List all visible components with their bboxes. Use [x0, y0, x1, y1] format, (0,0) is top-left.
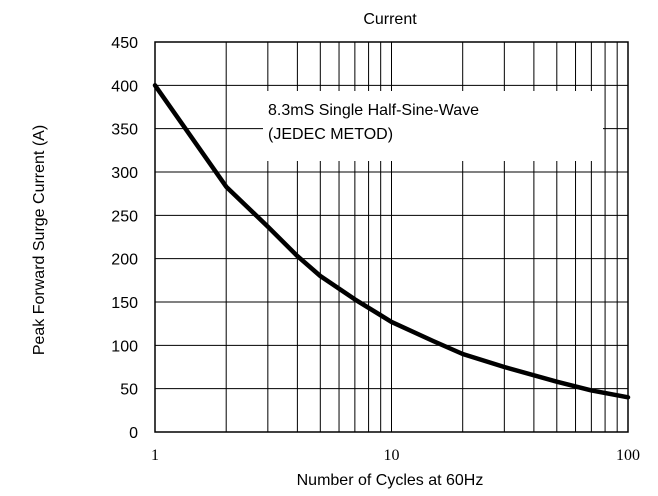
plot-border: [154, 41, 629, 433]
x-tick-label: 100: [616, 447, 640, 464]
x-tick-labels: 1 10 100: [151, 447, 640, 464]
annotation-box: [263, 91, 603, 161]
plot-frame: [154, 41, 629, 433]
y-tick-label: 100: [111, 338, 138, 355]
y-tick-label: 300: [111, 165, 138, 182]
annotation-line-1: 8.3mS Single Half-Sine-Wave: [268, 102, 479, 119]
y-tick-labels: 0 50 100 150 200 250 300 350 400 450: [111, 35, 138, 442]
x-axis-label: Number of Cycles at 60Hz: [297, 472, 484, 489]
x-tick-label: 1: [151, 447, 159, 464]
y-tick-label: 150: [111, 295, 138, 312]
y-tick-label: 200: [111, 252, 138, 269]
annotation-line-2: (JEDEC METOD): [268, 126, 393, 143]
chart-title: Current: [363, 11, 417, 28]
y-tick-label: 450: [111, 35, 138, 52]
y-tick-label: 0: [129, 425, 138, 442]
y-tick-label: 250: [111, 208, 138, 225]
y-axis-label: Peak Forward Surge Current (A): [31, 125, 48, 355]
series-group: [152, 83, 631, 400]
y-tick-label: 350: [111, 122, 138, 139]
series-line-1: [152, 83, 631, 400]
x-tick-label: 10: [384, 447, 400, 464]
y-tick-label: 50: [120, 382, 138, 399]
y-tick-label: 400: [111, 78, 138, 95]
